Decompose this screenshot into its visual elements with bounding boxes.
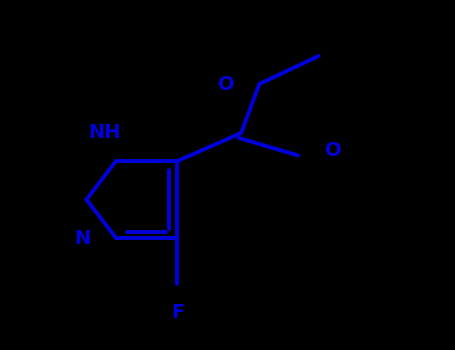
Text: N: N: [75, 229, 91, 247]
Text: F: F: [171, 303, 184, 322]
Text: NH: NH: [88, 123, 121, 142]
Text: O: O: [217, 75, 234, 93]
Text: O: O: [325, 141, 342, 160]
